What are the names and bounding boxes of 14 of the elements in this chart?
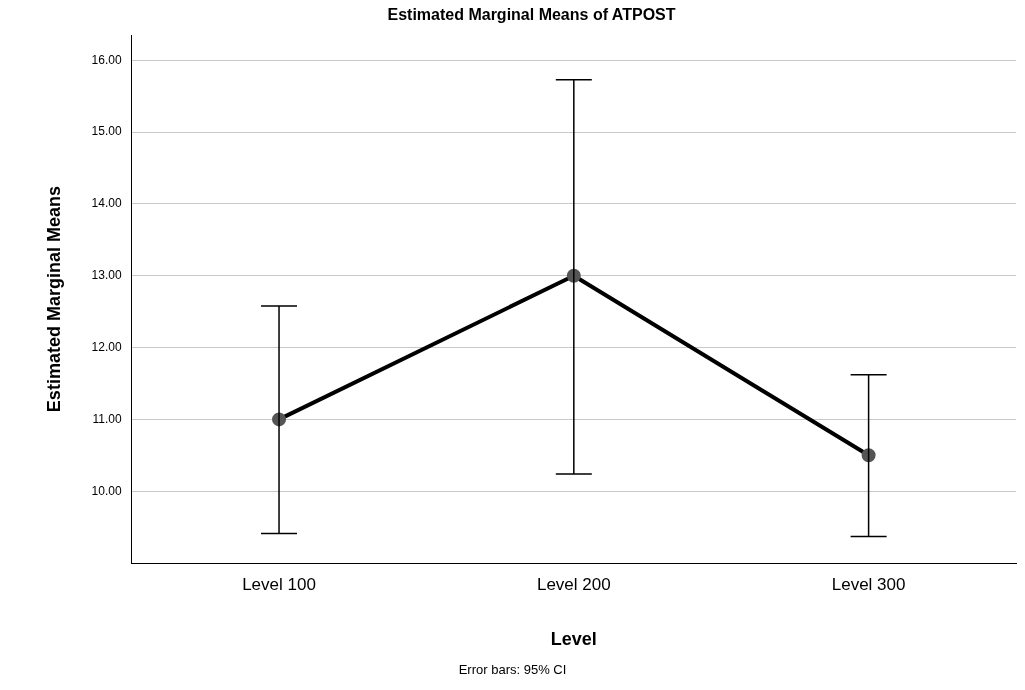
y-tick-label: 15.00 [91,124,122,139]
y-tick-label: 11.00 [92,411,122,426]
x-axis-title: Level [550,629,597,650]
y-tick-label: 10.00 [91,483,122,498]
y-tick-label: 13.00 [91,268,122,283]
text: Error bars: 95% CI [457,662,568,677]
chart-title: Estimated Marginal Means of ATPOST [387,6,676,24]
x-tick-label: Level 200 [536,574,611,594]
y-tick-label: 16.00 [91,52,122,67]
y-tick-label: 14.00 [91,196,122,211]
y-tick-label: 12.00 [91,339,122,354]
x-tick-label: Level 100 [242,574,316,594]
y-axis-title: Estimated Marginal Means [43,186,64,413]
x-tick-label: Level 300 [831,574,906,594]
